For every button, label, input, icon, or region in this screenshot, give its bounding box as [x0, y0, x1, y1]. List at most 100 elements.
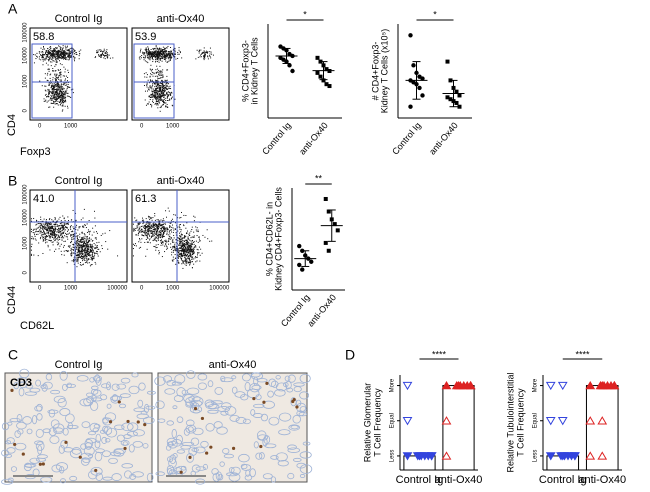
flow-event [63, 222, 65, 224]
flow-event [68, 220, 70, 222]
flow-event [194, 256, 196, 258]
flow-event [70, 228, 72, 230]
flow-event [48, 92, 50, 94]
flow-event [168, 52, 170, 54]
flow-event [79, 251, 81, 253]
flow-event [153, 245, 155, 247]
flow-event [59, 223, 61, 225]
flow-event [167, 94, 169, 96]
flow-event [184, 243, 186, 245]
flow-event [87, 241, 89, 243]
tissue-cell [142, 443, 149, 449]
flow-event [83, 233, 85, 235]
flow-event [147, 49, 149, 51]
flow-event [148, 228, 150, 230]
flow-event [160, 100, 162, 102]
flow-event [90, 246, 92, 248]
flow-event [161, 95, 163, 97]
flow-event [166, 88, 168, 90]
flow-event [141, 238, 143, 240]
flow-event [53, 92, 55, 94]
flow-event [59, 51, 61, 53]
flow-event [68, 50, 70, 52]
flow-event [165, 53, 167, 55]
flow-event [62, 246, 64, 248]
flow-event [86, 223, 88, 225]
flow-event [163, 96, 165, 98]
flow-event [162, 69, 164, 71]
flow-event [168, 55, 170, 57]
flow-event [79, 53, 81, 55]
data-point [315, 70, 320, 75]
flow-event [60, 57, 62, 59]
tissue-cell [299, 464, 313, 474]
tissue-cell [220, 377, 234, 383]
flow-event [144, 57, 146, 59]
flow-event [143, 85, 145, 87]
flow-event [78, 245, 80, 247]
y-tick-label: Equal [533, 413, 539, 428]
flow-event [45, 228, 47, 230]
flow-event [100, 56, 102, 58]
flow-event [147, 241, 149, 243]
flow-event [42, 252, 44, 254]
flow-event [58, 231, 60, 233]
flow-event [63, 254, 65, 256]
flow-event [145, 218, 147, 220]
tissue-cell [131, 372, 139, 378]
flow-event [174, 228, 176, 230]
data-point [545, 452, 556, 461]
flow-event [155, 46, 157, 48]
flow-event [171, 254, 173, 256]
flow-event [197, 231, 199, 233]
tissue-cell [241, 464, 252, 471]
flow-event [160, 241, 162, 243]
flow-event [169, 233, 171, 235]
flow-event [179, 238, 181, 240]
flow-event [62, 84, 64, 86]
flow-event [189, 234, 191, 236]
flow-event [59, 87, 61, 89]
flow-event [170, 238, 172, 240]
flow-event [82, 225, 84, 227]
flow-event [72, 209, 74, 211]
flow-event [145, 255, 147, 257]
flow-event [156, 75, 158, 77]
flow-event [156, 226, 158, 228]
flow-event [151, 72, 153, 74]
flow-event [152, 82, 154, 84]
flow-event [179, 255, 181, 257]
flow-event [160, 87, 162, 89]
flow-event [149, 52, 151, 54]
flow-event [100, 54, 102, 56]
flow-event [188, 261, 190, 263]
flow-event [156, 228, 158, 230]
flow-event [51, 98, 53, 100]
flow-event [55, 61, 57, 63]
flow-event [75, 251, 77, 253]
flow-event [189, 245, 191, 247]
flow-event [145, 56, 147, 58]
flow-event [72, 52, 74, 54]
flow-event [184, 257, 186, 259]
flow-event [58, 51, 60, 53]
flow-event [48, 53, 50, 55]
flow-event [155, 56, 157, 58]
flow-event [49, 99, 51, 101]
flow-event [42, 60, 44, 62]
cd3-cell [21, 452, 25, 456]
flow-event [107, 57, 109, 59]
flow-event [48, 82, 50, 84]
flow-event [165, 240, 167, 242]
flow-event [151, 53, 153, 55]
flow-event [195, 229, 197, 231]
flow-event [164, 58, 166, 60]
flow-event [198, 236, 200, 238]
flow-event [58, 227, 60, 229]
flow-event [166, 55, 168, 57]
flow-event [61, 48, 63, 50]
cd3-cell [143, 423, 147, 427]
flow-event [189, 260, 191, 262]
flow-event [91, 249, 93, 251]
flow-event [164, 245, 166, 247]
